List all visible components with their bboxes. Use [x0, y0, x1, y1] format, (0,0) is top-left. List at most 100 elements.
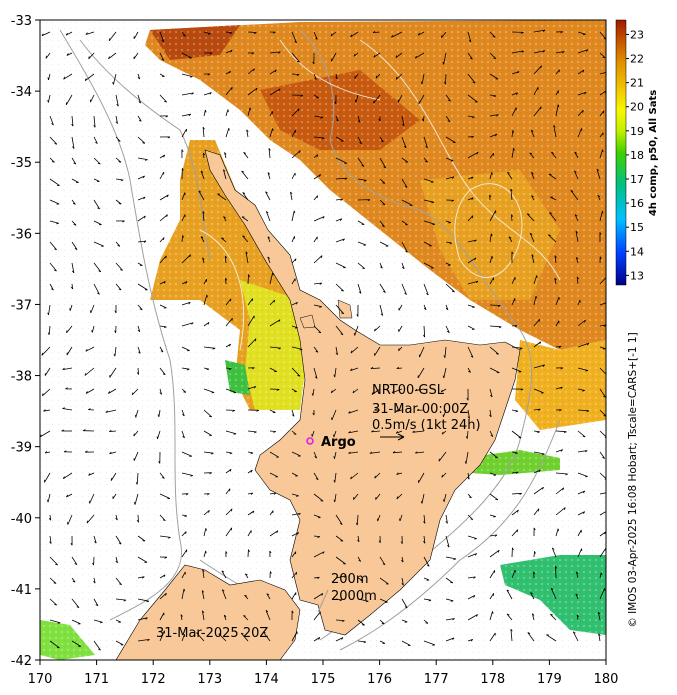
current-vector — [93, 598, 99, 607]
current-vector-head — [161, 58, 165, 61]
current-vector-head — [315, 478, 319, 481]
current-vector-head — [54, 269, 57, 272]
current-vector-head — [330, 33, 333, 37]
current-vector-head — [201, 590, 205, 593]
current-vector-head — [296, 495, 299, 497]
current-vector — [71, 220, 77, 226]
current-vector — [574, 151, 579, 159]
current-vector — [71, 115, 74, 127]
current-vector — [181, 192, 186, 201]
current-vector-head — [72, 146, 75, 149]
current-vector — [62, 367, 73, 370]
current-vector-head — [135, 481, 138, 485]
current-vector-head — [163, 281, 166, 284]
colorbar-tick-label: 22 — [630, 53, 644, 66]
y-tick-label: -33 — [11, 14, 32, 29]
current-vector — [526, 213, 535, 222]
current-vector-head — [573, 631, 576, 634]
current-vector — [93, 199, 100, 210]
current-vector-head — [93, 124, 96, 128]
current-vector — [269, 51, 281, 54]
current-vector — [546, 634, 557, 642]
current-vector-head — [361, 164, 364, 167]
current-vector — [379, 136, 384, 143]
current-vector-head — [607, 72, 609, 74]
current-vector-head — [466, 397, 469, 401]
current-vector — [555, 449, 563, 453]
current-vector-head — [602, 210, 604, 214]
current-vector — [203, 321, 210, 327]
current-vector — [371, 430, 381, 433]
current-vector — [465, 451, 469, 464]
current-vector — [63, 73, 73, 80]
current-vector — [313, 593, 324, 600]
current-vector — [221, 570, 227, 579]
current-vector — [599, 324, 606, 327]
current-vector — [508, 236, 513, 243]
current-vector-head — [207, 493, 210, 496]
y-tick-label: -40 — [11, 512, 32, 527]
current-vector — [401, 157, 409, 163]
current-vector — [599, 409, 606, 417]
current-vector — [291, 278, 296, 285]
argo-float-marker[interactable] — [306, 437, 314, 445]
current-vector — [181, 531, 187, 537]
current-vector-head — [538, 319, 540, 322]
current-vector — [423, 514, 426, 524]
current-vector — [181, 588, 185, 600]
current-vector — [47, 493, 51, 503]
current-vector — [181, 128, 187, 138]
current-vector-head — [472, 116, 475, 119]
current-vector — [577, 548, 582, 558]
current-vector-head — [414, 388, 418, 392]
current-vector-head — [517, 509, 519, 513]
current-vector — [159, 493, 171, 499]
current-vector-head — [416, 408, 420, 411]
current-vector — [467, 493, 472, 499]
current-vector — [357, 115, 361, 123]
current-vector — [467, 304, 475, 308]
current-vector — [71, 262, 75, 273]
current-vector — [445, 241, 452, 244]
current-vector — [599, 588, 605, 600]
current-vector-head — [551, 151, 554, 154]
current-vector-head — [265, 609, 269, 613]
current-vector-head — [182, 235, 184, 238]
current-vector — [159, 388, 162, 395]
current-vector — [41, 346, 51, 356]
current-vector — [313, 236, 318, 243]
current-vector — [357, 535, 360, 542]
current-vector — [180, 614, 183, 621]
current-vector-head — [118, 161, 122, 163]
current-vector-head — [273, 431, 276, 433]
current-vector — [71, 556, 78, 565]
current-vector — [533, 430, 540, 433]
current-vector — [445, 535, 450, 548]
current-vector-head — [497, 305, 501, 307]
current-vector — [421, 493, 425, 504]
current-vector — [313, 31, 318, 40]
current-vector — [203, 388, 215, 393]
current-vector-head — [452, 637, 455, 641]
current-vector-head — [218, 633, 222, 635]
current-vector — [418, 94, 425, 104]
current-vector — [291, 73, 300, 75]
current-vector-head — [242, 192, 246, 194]
current-vector-head — [185, 281, 188, 284]
current-vector — [506, 589, 513, 600]
current-vector — [247, 530, 252, 537]
current-vector-head — [405, 250, 408, 253]
current-vector-head — [381, 622, 385, 625]
current-vector-head — [278, 319, 281, 322]
current-vector-head — [116, 103, 119, 107]
current-vector — [71, 199, 76, 205]
current-vector-head — [108, 391, 111, 394]
current-vector-head — [380, 266, 383, 269]
current-vector — [49, 283, 54, 291]
current-vector-head — [165, 255, 167, 259]
current-vector-head — [248, 274, 250, 277]
current-vector-head — [143, 240, 147, 243]
current-vector-head — [73, 162, 76, 165]
current-vector-head — [143, 215, 146, 219]
current-vector — [313, 255, 323, 264]
